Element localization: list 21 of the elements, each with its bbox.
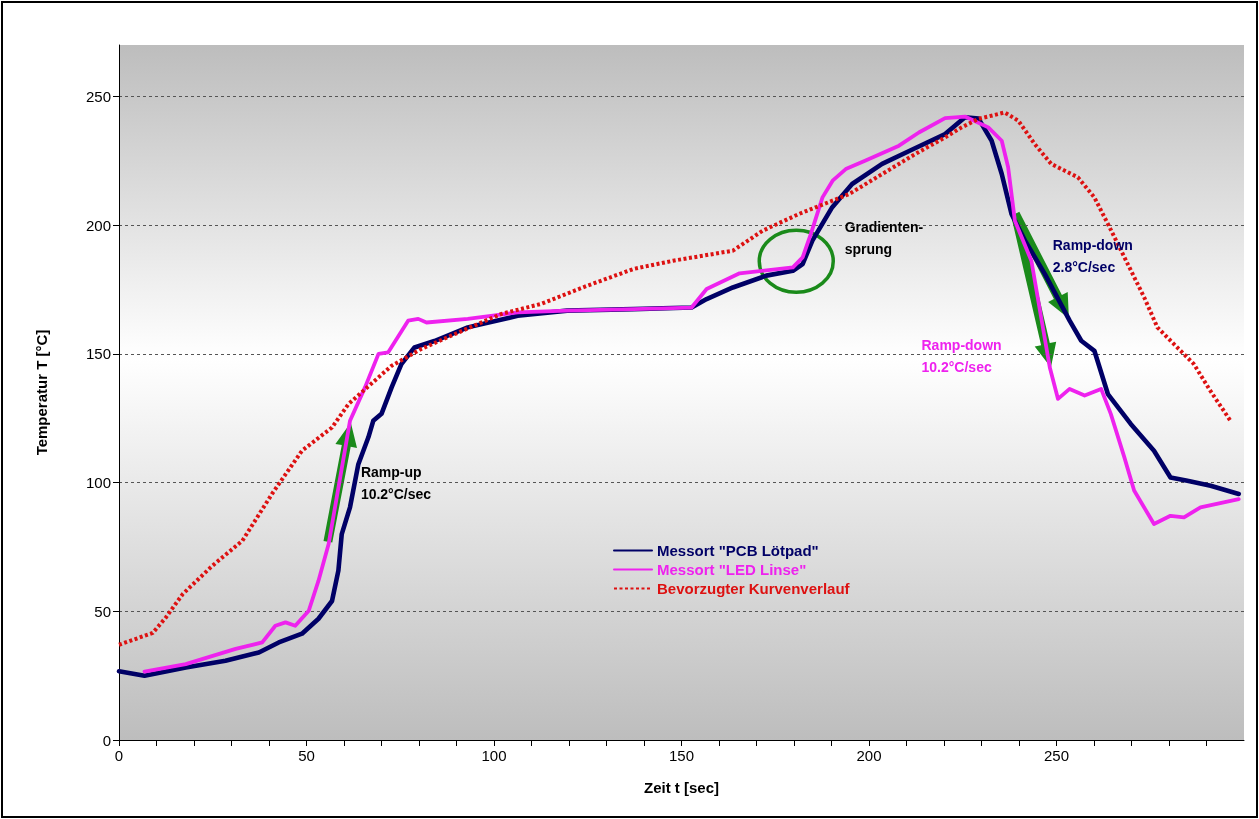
x-tick-label: 250 — [1043, 747, 1070, 764]
y-tick-label: 250 — [85, 87, 111, 105]
x-axis-title: Zeit t [sec] — [643, 779, 720, 796]
y-tick-label: 100 — [85, 474, 111, 492]
y-tick-label: 50 — [94, 602, 111, 620]
annotation: Ramp-down 10.2°C/sec — [921, 337, 1002, 376]
y-tick-label: 200 — [85, 216, 111, 234]
x-tick-label: 100 — [481, 747, 507, 764]
annotation: Ramp-up 10.2°C/sec — [360, 463, 432, 502]
legend-label: Bevorzugter Kurvenverlauf — [657, 580, 851, 597]
x-tick-label: 50 — [298, 747, 315, 764]
y-tick-label: 150 — [85, 345, 111, 363]
y-tick-label: 0 — [102, 731, 111, 749]
x-tick-label: 0 — [114, 747, 124, 764]
x-tick-label: 150 — [668, 747, 695, 764]
y-axis-title: Temperatur T [°C] — [33, 329, 50, 456]
legend-label: Messort "LED Linse" — [657, 561, 807, 578]
x-tick-label: 200 — [856, 747, 882, 764]
legend-label: Messort "PCB Lötpad" — [657, 542, 819, 559]
annotation: Gradienten- sprung — [844, 219, 924, 258]
annotation: Ramp-down 2.8°C/sec — [1052, 237, 1133, 276]
